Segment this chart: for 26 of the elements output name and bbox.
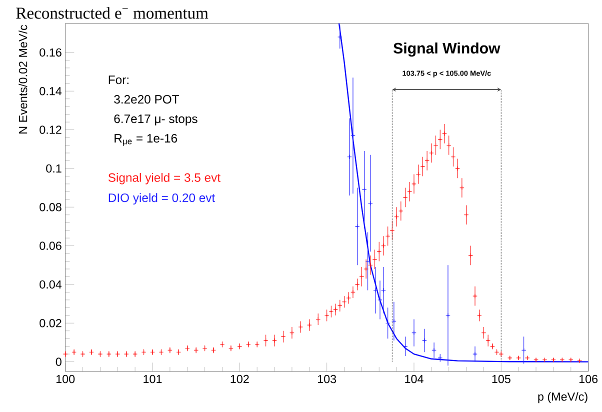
y-tick-label: 0.14 [40,87,62,96]
chart-title: Reconstructed e$^{−}$ momentum [16,7,208,19]
x-axis-title: p (MeV/c) [538,392,588,404]
text: DIO yield = 0.20 evt [108,193,216,205]
y-axis-title: N Events/0.02 MeV/c [18,25,28,134]
y-tick-label: 0.04 [40,280,62,289]
x-tick-label: 105 [492,375,510,384]
text: Signal yield = 3.5 evt [108,173,220,185]
y-tick-label: 0.06 [40,242,62,250]
x-tick-label: 102 [230,375,249,384]
y-tick-label: 0.12 [40,126,62,134]
x-tick-label: 103 [318,375,336,384]
x-tick-label: 101 [144,375,162,384]
x-tick-label: 100 [56,375,75,384]
annotation: For: [108,76,128,84]
y-tick-label: 0.02 [40,319,62,328]
annotation: 3.2e20 POT [114,95,180,104]
y-tick-label: 0.1 [46,164,62,173]
y-tick-label: 0.16 [40,48,62,57]
x-tick-label: 104 [405,375,424,384]
y-tick-label: 0 [56,358,62,366]
annotation: Signal Window [394,42,500,57]
annotation: 6.7e17 μ- stops [114,114,198,126]
y-tick-label: 0.08 [40,203,62,212]
x-tick-label: 106 [579,375,598,384]
annotation: R$_{μe}$ = 1e-16 [114,134,178,146]
